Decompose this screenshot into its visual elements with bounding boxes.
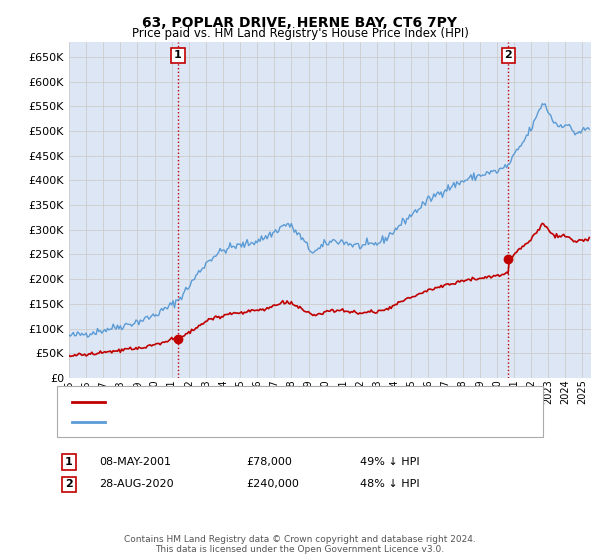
Text: 49% ↓ HPI: 49% ↓ HPI — [360, 457, 419, 467]
Text: 28-AUG-2020: 28-AUG-2020 — [99, 479, 173, 489]
Text: 63, POPLAR DRIVE, HERNE BAY, CT6 7PY: 63, POPLAR DRIVE, HERNE BAY, CT6 7PY — [143, 16, 458, 30]
Text: 1: 1 — [65, 457, 73, 467]
Text: £78,000: £78,000 — [246, 457, 292, 467]
Text: HPI: Average price, detached house, Canterbury: HPI: Average price, detached house, Cant… — [111, 417, 363, 427]
Text: £240,000: £240,000 — [246, 479, 299, 489]
Text: 2: 2 — [65, 479, 73, 489]
Text: Contains HM Land Registry data © Crown copyright and database right 2024.
This d: Contains HM Land Registry data © Crown c… — [124, 535, 476, 554]
Text: Price paid vs. HM Land Registry's House Price Index (HPI): Price paid vs. HM Land Registry's House … — [131, 27, 469, 40]
Text: 1: 1 — [174, 50, 182, 60]
Text: 08-MAY-2001: 08-MAY-2001 — [99, 457, 171, 467]
Text: 48% ↓ HPI: 48% ↓ HPI — [360, 479, 419, 489]
Text: 2: 2 — [505, 50, 512, 60]
Text: 63, POPLAR DRIVE, HERNE BAY, CT6 7PY (detached house): 63, POPLAR DRIVE, HERNE BAY, CT6 7PY (de… — [111, 396, 416, 407]
